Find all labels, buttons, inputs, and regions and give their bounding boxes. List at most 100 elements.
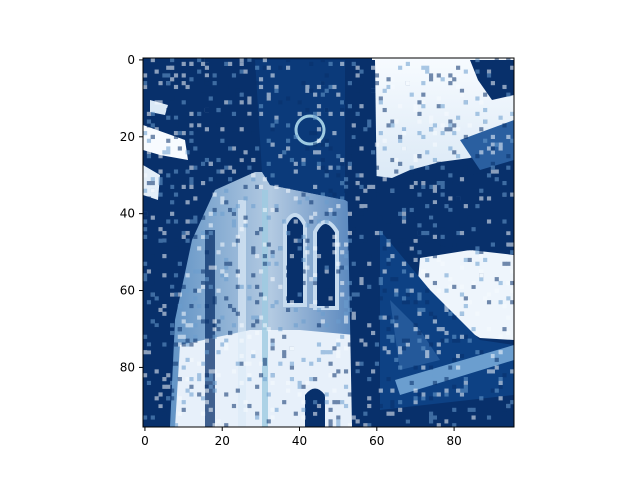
heatmap-cell	[440, 327, 445, 332]
heatmap-cell	[212, 423, 217, 427]
heatmap-cell	[212, 81, 217, 86]
heatmap-cell	[390, 319, 395, 324]
heatmap-cell	[355, 173, 360, 178]
heatmap-cell	[170, 361, 175, 366]
heatmap-cell	[208, 211, 213, 216]
heatmap-cell	[467, 123, 472, 128]
heatmap-cell	[193, 334, 198, 339]
heatmap-cell	[390, 157, 395, 163]
heatmap-cell	[440, 227, 445, 232]
heatmap-cell	[231, 131, 237, 136]
heatmap-cell	[146, 300, 152, 305]
heatmap-cell	[247, 284, 252, 289]
heatmap-cell	[146, 346, 152, 351]
heatmap-cell	[320, 81, 325, 86]
heatmap-cell	[378, 131, 383, 136]
heatmap-cell	[456, 127, 461, 132]
heatmap-cell	[204, 377, 209, 382]
heatmap-cell	[224, 188, 229, 193]
heatmap-cell	[432, 392, 438, 397]
heatmap-cell	[440, 192, 445, 197]
heatmap-cell	[239, 77, 244, 82]
heatmap-cell	[336, 319, 341, 324]
heatmap-cell	[143, 284, 148, 289]
heatmap-cell	[301, 280, 306, 286]
heatmap-cell	[231, 100, 237, 105]
heatmap-cell	[177, 204, 182, 209]
heatmap-cell	[270, 346, 275, 351]
heatmap-cell	[185, 377, 190, 382]
heatmap-cell	[239, 353, 244, 359]
heatmap-cell	[278, 100, 283, 105]
heatmap-cell	[421, 365, 426, 370]
heatmap-cell	[235, 92, 240, 97]
heatmap-cell	[409, 181, 414, 186]
heatmap-cell	[258, 373, 264, 378]
heatmap-cell	[143, 73, 148, 78]
heatmap-cell	[173, 238, 179, 243]
heatmap-cell	[170, 284, 175, 289]
heatmap-cell	[347, 142, 352, 147]
heatmap-cell	[320, 165, 325, 170]
heatmap-cell	[200, 111, 206, 116]
heatmap-cell	[177, 334, 182, 339]
heatmap-cell	[340, 107, 345, 113]
heatmap-cell	[386, 411, 391, 416]
heatmap-cell	[170, 77, 175, 82]
heatmap-cell	[479, 127, 484, 132]
heatmap-cell	[212, 296, 217, 301]
heatmap-cell	[355, 181, 360, 186]
heatmap-cell	[367, 196, 372, 201]
heatmap-cell	[316, 342, 322, 347]
heatmap-cell	[347, 211, 352, 216]
heatmap-cell	[498, 115, 503, 120]
heatmap-cell	[301, 234, 306, 239]
heatmap-cell	[204, 77, 209, 82]
heatmap-cell	[486, 415, 492, 420]
heatmap-cell	[336, 353, 341, 359]
heatmap-cell	[231, 115, 237, 120]
heatmap-cell	[181, 115, 186, 120]
heatmap-cell	[185, 84, 190, 90]
heatmap-cell	[367, 384, 372, 389]
heatmap-cell	[363, 207, 368, 213]
heatmap-cell	[255, 319, 260, 324]
heatmap-cell	[359, 277, 364, 282]
heatmap-cell	[506, 58, 511, 63]
heatmap-cell	[266, 419, 271, 424]
heatmap-cell	[197, 315, 202, 320]
heatmap-cell	[332, 84, 337, 90]
heatmap-cell	[270, 123, 275, 128]
heatmap-cell	[220, 127, 225, 132]
heatmap-cell	[146, 196, 152, 201]
heatmap-cell	[270, 254, 275, 259]
heatmap-cell	[255, 184, 260, 189]
heatmap-cell	[479, 350, 484, 355]
heatmap-cell	[490, 242, 495, 247]
heatmap-cell	[471, 280, 476, 286]
heatmap-cell	[401, 215, 407, 220]
heatmap-cell	[490, 150, 495, 155]
heatmap-cell	[285, 273, 291, 278]
heatmap-cell	[494, 288, 499, 293]
heatmap-cell	[162, 377, 167, 382]
heatmap-cell	[374, 73, 380, 78]
heatmap-cell	[309, 361, 314, 366]
heatmap-cell	[332, 211, 337, 216]
heatmap-cell	[494, 353, 499, 359]
heatmap-cell	[282, 150, 287, 155]
heatmap-cell	[359, 81, 364, 86]
heatmap-cell	[266, 65, 271, 70]
heatmap-cell	[428, 396, 434, 401]
heatmap-cell	[235, 234, 240, 239]
heatmap-cell	[162, 411, 167, 416]
heatmap-cell	[204, 127, 209, 132]
heatmap-cell	[390, 84, 395, 90]
heatmap-cell	[251, 323, 256, 328]
heatmap-cell	[193, 115, 198, 120]
heatmap-cell	[398, 211, 403, 216]
heatmap-cell	[282, 350, 287, 355]
heatmap-cell	[162, 342, 167, 347]
heatmap-cell	[143, 188, 148, 193]
heatmap-cell	[274, 88, 279, 93]
